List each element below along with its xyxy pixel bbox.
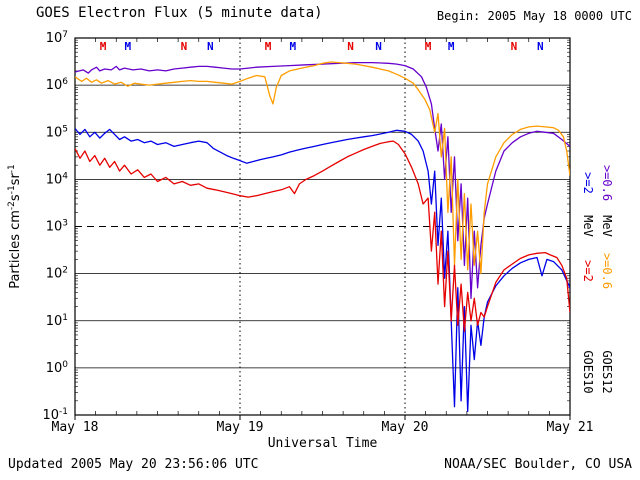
x-axis-label: Universal Time [268, 436, 378, 451]
y-tick-label: 103 [46, 219, 68, 235]
y-tick-label: 101 [46, 313, 68, 329]
series-line-goes10-ge06 [75, 61, 570, 275]
event-marker-n: N [207, 40, 214, 53]
right-axis-label-1-1: MeV [600, 215, 614, 237]
event-marker-n: N [375, 40, 382, 53]
y-tick-label: 100 [46, 360, 69, 376]
y-axis-label: Particles cm-2s-1sr-1 [7, 164, 23, 289]
y-tick-label: 107 [46, 30, 68, 46]
right-axis-label-0-3: GOES10 [581, 350, 595, 393]
series-line-goes12-ge06 [75, 61, 570, 299]
event-marker-m: M [265, 40, 272, 53]
event-marker-n: N [511, 40, 518, 53]
right-axis-label-1-2: >=0.6 [600, 253, 614, 289]
series-line-goes12-ge2 [75, 128, 570, 412]
chart-title: GOES Electron Flux (5 minute data) [36, 5, 323, 21]
right-axis-label-1-0: >=0.6 [600, 165, 614, 201]
right-axis-label-0-1: MeV [581, 215, 595, 237]
right-axis-label-1-3: GOES12 [600, 350, 614, 393]
series-group [75, 61, 570, 412]
y-tick-label: 104 [46, 171, 69, 187]
begin-timestamp: Begin: 2005 May 18 0000 UTC [436, 9, 632, 23]
x-tick-label: May 21 [547, 420, 594, 435]
event-marker-m: M [448, 40, 455, 53]
y-tick-label: 105 [46, 124, 68, 140]
right-axis-label-0-2: >=2 [581, 260, 595, 282]
x-tick-label: May 19 [217, 420, 264, 435]
x-tick-label: May 18 [52, 420, 99, 435]
y-tick-label: 102 [46, 266, 68, 282]
y-tick-label: 10-1 [42, 407, 68, 423]
event-marker-m: M [100, 40, 107, 53]
event-marker-m: M [425, 40, 432, 53]
x-tick-label: May 20 [382, 420, 429, 435]
event-marker-n: N [537, 40, 544, 53]
y-tick-label: 106 [46, 77, 69, 93]
event-marker-m: M [124, 40, 131, 53]
event-marker-n: N [347, 40, 354, 53]
updated-timestamp: Updated 2005 May 20 23:56:06 UTC [8, 457, 259, 472]
credit-text: NOAA/SEC Boulder, CO USA [444, 457, 632, 472]
event-marker-m: M [289, 40, 296, 53]
right-axis-label-0-0: >=2 [581, 172, 595, 194]
event-marker-n: N [181, 40, 188, 53]
series-line-goes10-ge2 [75, 140, 570, 332]
plot-border [74, 37, 571, 416]
